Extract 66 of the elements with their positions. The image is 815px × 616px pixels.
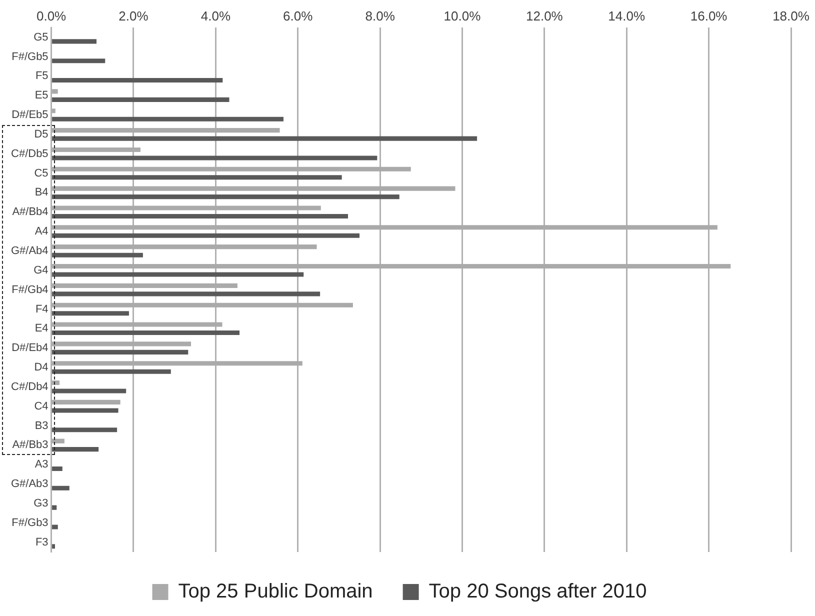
bar: [52, 330, 240, 336]
y-tick-label: A4: [34, 226, 48, 238]
y-tick-label: F#/Gb3: [12, 516, 48, 529]
y-tick-label: E4: [34, 322, 48, 335]
x-tick-label: 8.0%: [365, 8, 396, 24]
bar: [52, 194, 400, 200]
bar: [52, 58, 106, 64]
bar: [52, 292, 320, 296]
y-tick-label: F5: [35, 70, 48, 82]
y-tick-label: C#/Db4: [11, 380, 48, 393]
x-tick-label: 6.0%: [283, 8, 314, 24]
bar: [52, 447, 99, 452]
y-tick-label: C5: [34, 167, 48, 180]
bar: [52, 544, 55, 549]
y-tick-label: G3: [34, 497, 48, 510]
legend-label: Top 25 Public Domain: [178, 580, 373, 603]
bar: [52, 156, 378, 160]
x-tick-label: 18.0%: [772, 8, 810, 24]
y-tick-label: A3: [34, 458, 48, 471]
bar: [52, 97, 230, 102]
x-tick-label: 12.0%: [526, 8, 564, 24]
bar: [52, 175, 342, 180]
y-tick-label: C4: [34, 400, 48, 412]
y-tick-label: C#/Db5: [11, 148, 48, 160]
y-tick-label: D#/Eb4: [12, 342, 48, 354]
bar: [52, 233, 360, 238]
y-tick-label: D#/Eb5: [12, 109, 48, 122]
legend-label: Top 20 Songs after 2010: [428, 580, 647, 603]
bar: [52, 214, 348, 219]
x-tick-label: 2.0%: [118, 8, 149, 24]
y-tick-label: F#/Gb4: [12, 284, 48, 296]
bar: [52, 78, 223, 83]
bar: [52, 311, 129, 316]
y-tick-label: F3: [35, 536, 48, 548]
y-tick-label: A#/Bb3: [12, 439, 48, 452]
bar: [52, 466, 62, 471]
bar: [52, 272, 304, 277]
y-tick-label: E5: [34, 90, 48, 102]
y-tick-label: F#/Gb5: [12, 50, 48, 63]
x-tick-label: 16.0%: [690, 8, 728, 24]
bar: [52, 428, 118, 432]
y-tick-label: A#/Bb4: [12, 206, 48, 218]
y-tick-label: G#/Ab4: [10, 244, 48, 257]
y-tick-label: B4: [34, 186, 48, 199]
y-tick-label: B3: [34, 420, 48, 432]
y-tick-label: D4: [34, 362, 48, 374]
x-tick-label: 0.0%: [36, 8, 67, 24]
bar: [52, 486, 70, 490]
bar: [52, 252, 143, 258]
x-tick-label: 4.0%: [200, 8, 231, 24]
y-tick-label: G#/Ab3: [10, 478, 48, 490]
x-tick-label: 10.0%: [444, 8, 482, 24]
x-tick-label: 14.0%: [608, 8, 646, 24]
bar: [52, 116, 284, 122]
bar: [52, 388, 126, 394]
bar: [52, 350, 188, 354]
y-tick-label: G5: [34, 31, 48, 44]
bar: [52, 408, 118, 413]
y-tick-label: D5: [34, 128, 48, 140]
bar: [52, 505, 57, 510]
y-tick-label: G4: [34, 264, 48, 276]
bar: [52, 369, 171, 374]
bar: [52, 39, 97, 44]
bar: [52, 524, 58, 530]
y-tick-label: F4: [35, 303, 48, 316]
bar: [52, 136, 478, 141]
